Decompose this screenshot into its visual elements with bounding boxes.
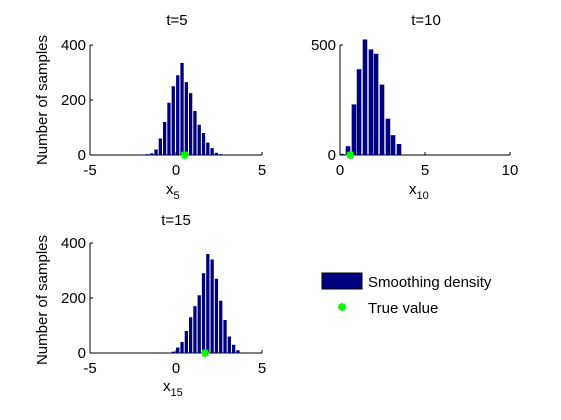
histogram-bar [362, 39, 368, 155]
histogram-bar [206, 142, 210, 155]
subplot-title: t=5 [166, 12, 187, 29]
histogram-bar [339, 153, 345, 155]
x-tick-label: 5 [258, 360, 266, 377]
histogram-bar [188, 93, 193, 155]
histogram-bar [210, 259, 214, 353]
y-tick-label: 500 [311, 37, 336, 54]
histogram-bar [201, 133, 206, 155]
legend-marker-true-value [338, 303, 346, 311]
histogram-bar [206, 254, 210, 353]
histogram-bar [176, 75, 180, 155]
x-axis-label-base: x [409, 181, 417, 198]
histogram-bar [368, 49, 374, 155]
x-axis-label-base: x [163, 378, 171, 395]
histogram-bar [193, 306, 197, 353]
legend-label-smoothing-density: Smoothing density [368, 274, 492, 291]
true-value-marker [346, 151, 355, 159]
histogram-bar [150, 153, 154, 155]
y-tick-label: 200 [61, 290, 86, 307]
histogram-bar [214, 152, 219, 155]
x-tick-label: 5 [258, 162, 266, 179]
x-axis-label: x5 [166, 181, 180, 202]
histogram-bar [379, 84, 385, 155]
histogram-bar [223, 320, 227, 353]
histogram-bar [356, 69, 362, 155]
x-axis-label: x15 [163, 378, 183, 399]
y-tick-label: 400 [61, 235, 86, 252]
histogram-bar [176, 347, 180, 353]
histogram-bar [227, 336, 231, 353]
histogram-bar [390, 135, 396, 155]
histogram-bar [345, 146, 351, 155]
true-value-marker [201, 349, 210, 357]
histogram-bar [214, 278, 219, 353]
y-axis-label: Number of samples [34, 35, 51, 165]
histogram-bar [163, 122, 167, 155]
histogram-bar [180, 342, 184, 353]
x-axis-label: x10 [409, 181, 429, 202]
true-value-marker [180, 151, 189, 159]
histogram-bar [193, 111, 197, 155]
y-tick-label: 400 [61, 37, 86, 54]
y-tick-label: 0 [78, 147, 86, 164]
x-tick-label: -5 [83, 360, 96, 377]
legend-label-true-value: True value [368, 300, 438, 317]
x-axis-label-subscript: 10 [417, 190, 429, 202]
y-tick-label: 0 [328, 147, 336, 164]
x-axis-label-subscript: 15 [171, 387, 183, 399]
x-tick-label: -5 [83, 162, 96, 179]
histogram-bar [171, 86, 175, 155]
histogram-bar [158, 138, 163, 155]
subplot-title: t=10 [411, 12, 441, 29]
histogram-bar [145, 154, 150, 155]
histogram-bar [171, 351, 175, 353]
x-tick-label: 0 [172, 360, 180, 377]
histogram-bar [180, 62, 184, 155]
y-axis-label: Number of samples [34, 235, 51, 365]
histogram-bar [141, 154, 145, 155]
x-tick-label: 0 [172, 162, 180, 179]
x-tick-label: 0 [336, 162, 344, 179]
plot-area: 0 5 10 0 500 [311, 37, 518, 179]
histogram-bar [188, 317, 193, 353]
y-tick-label: 0 [78, 345, 86, 362]
histogram-bar [373, 53, 379, 155]
y-tick-label: 200 [61, 92, 86, 109]
histogram-bar [385, 118, 391, 155]
histogram-bar [210, 148, 214, 155]
histogram-bar [219, 154, 223, 155]
histogram-bar [396, 144, 402, 155]
legend-swatch-smoothing-density [321, 272, 363, 290]
histogram-bar [236, 350, 240, 353]
x-tick-label: 10 [502, 162, 519, 179]
histogram-bar [154, 149, 158, 155]
x-tick-label: 5 [421, 162, 429, 179]
histogram-bar [201, 273, 206, 353]
histogram-bar [184, 331, 188, 353]
histogram-bar [167, 102, 171, 155]
subplot-title: t=15 [161, 212, 191, 229]
x-axis-label-subscript: 5 [174, 190, 180, 202]
x-axis-label-base: x [166, 181, 174, 198]
histogram-bar [351, 104, 357, 155]
histogram-bar [219, 300, 223, 353]
legend: Smoothing density True value [321, 272, 492, 317]
histogram-bar [231, 344, 236, 353]
histogram-bar [184, 82, 188, 155]
histogram-bar [197, 124, 201, 155]
histogram-bar [197, 295, 201, 353]
